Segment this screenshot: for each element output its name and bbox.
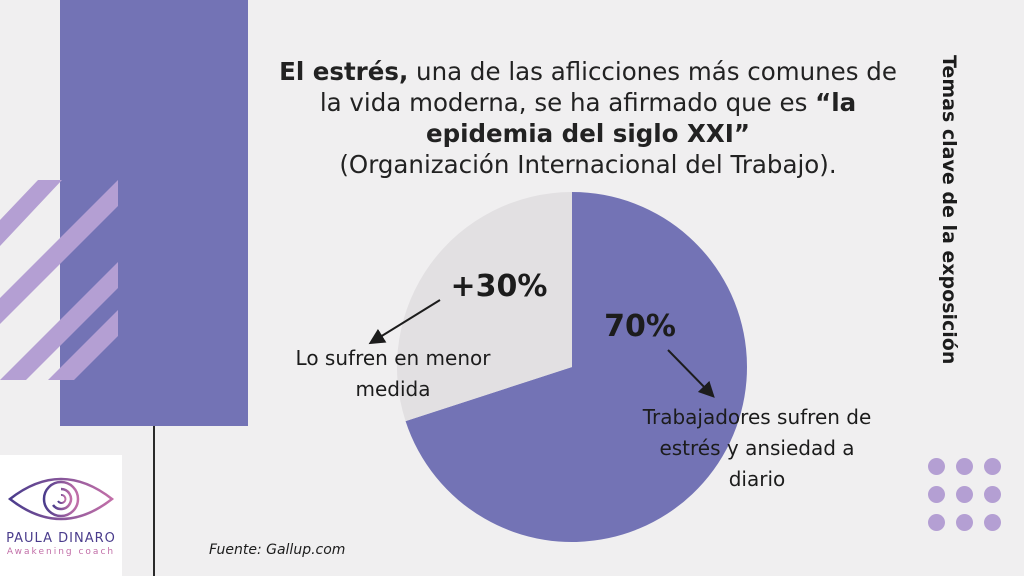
headline-text: una de las aflicciones más comunes de la…: [319, 57, 897, 117]
decorative-dot: [956, 458, 973, 475]
decorative-dot: [928, 514, 945, 531]
pie-slice-1: [397, 192, 572, 422]
decorative-dot: [984, 514, 1001, 531]
arrow-to-minor-label: [368, 299, 441, 345]
slice-label-line: Trabajadores sufren de: [642, 405, 872, 429]
decorative-vertical-line: [153, 426, 155, 576]
decorative-dot: [928, 458, 945, 475]
slice-percent-label-minor: +30%: [451, 269, 548, 304]
logo: [0, 455, 122, 576]
side-title: Temas clave de la exposición: [938, 55, 960, 365]
slice-label-workers: Trabajadores sufren de estrés y ansiedad …: [642, 405, 872, 491]
decorative-diagonal-stripes: [0, 180, 118, 380]
logo-name: PAULA DINARO: [6, 531, 116, 546]
decorative-dot: [956, 486, 973, 503]
pie-slice-0: [405, 192, 747, 542]
slice-label-line: diario: [729, 467, 786, 491]
headline-source-org: (Organización Internacional del Trabajo)…: [339, 150, 837, 179]
eye-logo-icon: [7, 477, 115, 521]
decorative-dot: [956, 514, 973, 531]
decorative-dot: [984, 486, 1001, 503]
logo-tagline: Awakening coach: [6, 547, 116, 557]
source-credit: Fuente: Gallup.com: [209, 542, 346, 558]
decorative-dot: [984, 458, 1001, 475]
slice-label-minor: Lo sufren en menor medida: [296, 346, 492, 401]
headline: El estrés, una de las aflicciones más co…: [268, 56, 908, 180]
decorative-dot: [928, 486, 945, 503]
slice-percent-label-workers: 70%: [604, 309, 676, 344]
slice-label-line: estrés y ansiedad a: [659, 436, 854, 460]
arrow-to-workers-label: [667, 349, 715, 398]
headline-bold-start: El estrés,: [279, 57, 409, 86]
slice-label-line: Lo sufren en menor: [296, 346, 492, 370]
decorative-dot-grid: [928, 458, 1008, 538]
slice-label-line: medida: [356, 377, 431, 401]
headline-quote: “la epidemia del siglo XXI”: [425, 88, 857, 148]
